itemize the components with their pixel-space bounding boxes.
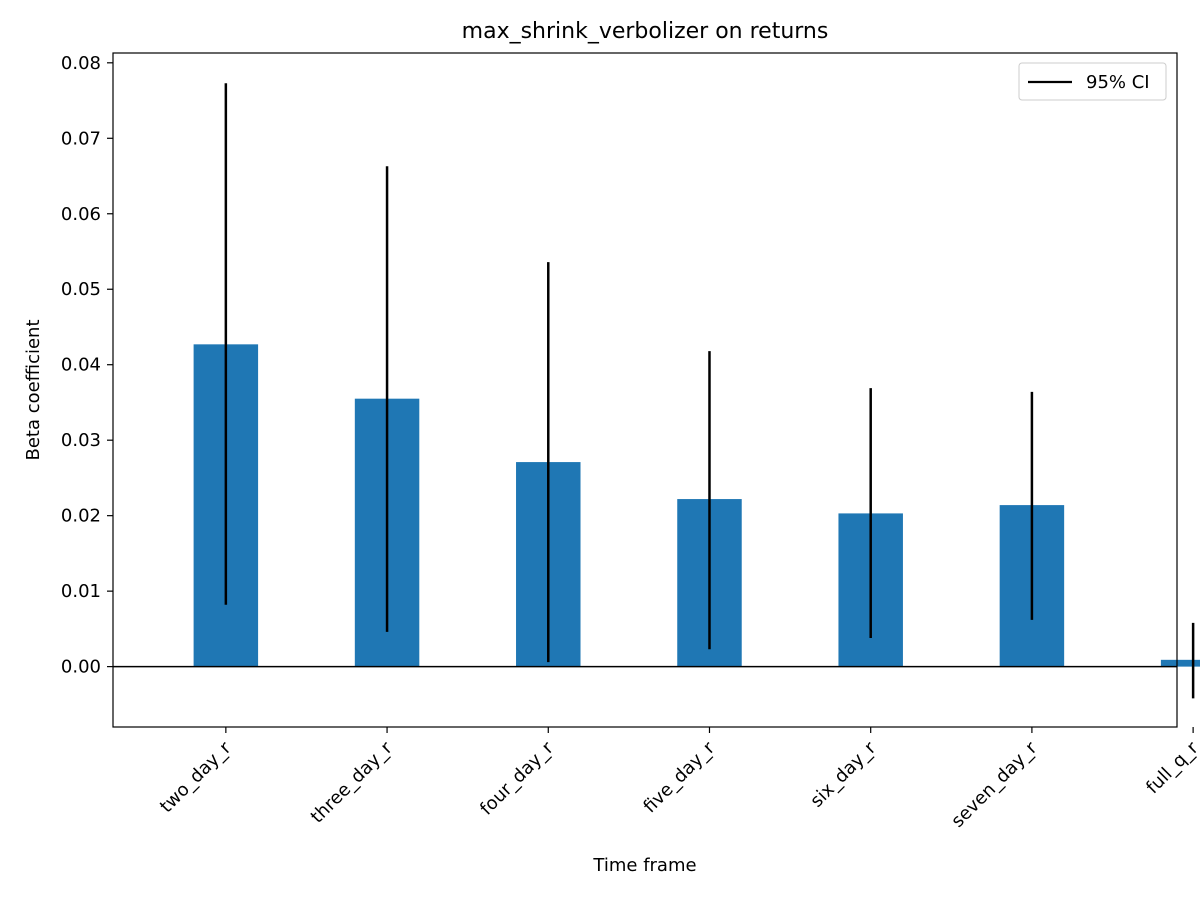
legend: 95% CI (1018, 62, 1167, 101)
axes-frame (112, 52, 1178, 728)
y-tick-label: 0.01 (61, 581, 101, 602)
legend-ci-label: 95% CI (1086, 72, 1150, 93)
x-tick-label: two_day_r (156, 737, 236, 817)
x-tick-label: seven_day_r (947, 737, 1042, 832)
y-tick-label: 0.03 (61, 430, 101, 451)
y-tick-label: 0.06 (61, 204, 101, 225)
bar-full_q_r (1160, 659, 1200, 667)
plot-area: 0.00 0.01 0.02 0.03 0.04 0.05 0.06 0.07 0.08 two_… (61, 52, 1200, 832)
y-tick-label: 0.04 (61, 355, 101, 376)
y-tick-label: 0.02 (61, 506, 101, 527)
x-tick-label: six_day_r (806, 737, 880, 811)
x-tick-label: five_day_r (639, 737, 719, 817)
x-tick-label: full_q_r (1142, 737, 1200, 798)
x-tick-label: three_day_r (307, 737, 397, 827)
x-tick-label: four_day_r (476, 737, 558, 819)
y-tick-label: 0.08 (61, 53, 101, 74)
chart-title: max_shrink_verbolizer on returns (462, 19, 829, 44)
y-tick-label: 0.07 (61, 128, 101, 149)
x-axis-label: Time frame (592, 855, 696, 876)
legend-box (1018, 62, 1167, 101)
y-axis-label: Beta coefficient (23, 319, 44, 460)
y-tick-label: 0.00 (61, 657, 101, 678)
y-tick-label: 0.05 (61, 279, 101, 300)
